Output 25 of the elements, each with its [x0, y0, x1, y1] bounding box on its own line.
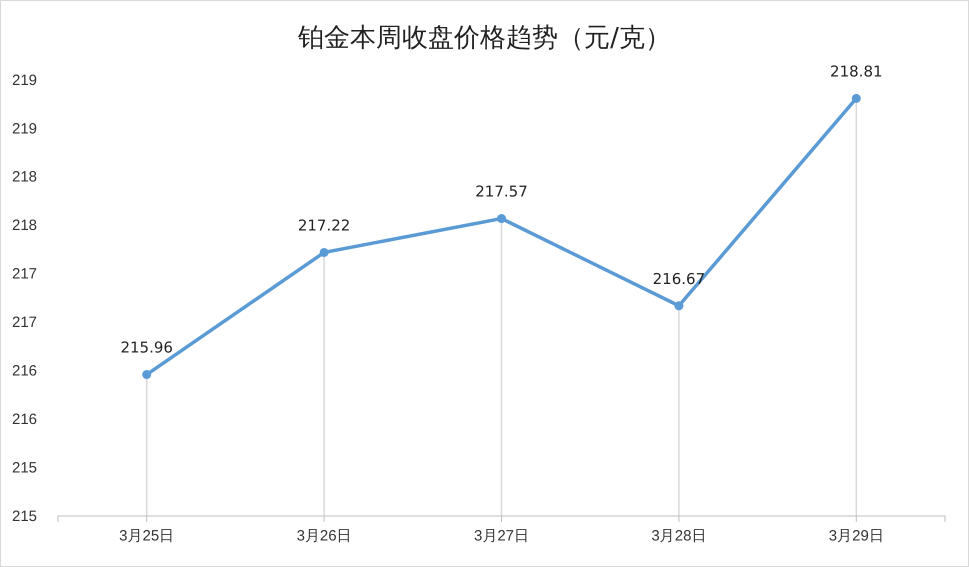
chart-title: 铂金本周收盘价格趋势（元/克） — [297, 23, 671, 53]
point — [496, 214, 506, 224]
y-tick-label: 218 — [12, 168, 38, 186]
data-label: 218.81 — [830, 62, 883, 80]
y-tick-label: 215 — [12, 508, 38, 525]
point — [852, 94, 861, 103]
y-tick-label: 217 — [12, 314, 38, 332]
data-label: 215.96 — [120, 338, 173, 357]
point — [674, 301, 684, 310]
point — [320, 248, 329, 257]
x-tick-label: 3月25日 — [119, 528, 174, 545]
y-tick-label: 216 — [12, 410, 38, 428]
y-tick-label: 218 — [12, 217, 38, 234]
y-tick-label: 215 — [12, 459, 38, 476]
x-tick-label: 3月28日 — [651, 528, 706, 545]
data-label: 217.57 — [475, 182, 528, 201]
y-tick-label: 219 — [12, 72, 38, 89]
data-label: 217.22 — [298, 216, 350, 234]
x-tick-label: 3月27日 — [474, 528, 530, 545]
x-tick-label: 3月29日 — [828, 528, 884, 545]
point — [142, 370, 152, 380]
y-tick-label: 216 — [12, 362, 38, 380]
y-tick-label: 219 — [12, 120, 38, 138]
y-tick-label: 217 — [12, 266, 38, 283]
x-tick-label: 3月26日 — [296, 528, 352, 545]
